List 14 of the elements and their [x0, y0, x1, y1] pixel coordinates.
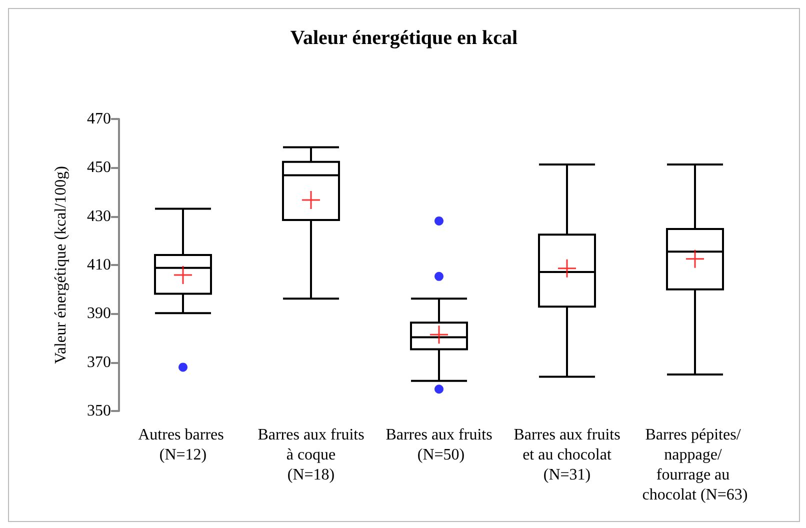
- y-tick-label: 350: [87, 402, 111, 420]
- y-tick-label: 470: [87, 110, 111, 128]
- y-tick-label: 370: [87, 354, 111, 371]
- y-tick-label: 390: [87, 305, 111, 322]
- y-axis-title: Valeur énergétique (kcal/100g): [52, 166, 70, 364]
- y-tick-label: 410: [87, 256, 111, 274]
- x-tick-label: Barres pépites/ nappage/ fourrage au chocolat (N=63): [642, 426, 748, 504]
- chart-title: Valeur énergétique en kcal: [290, 27, 518, 49]
- y-tick-label: 430: [87, 208, 111, 225]
- x-tick-label: Barres aux fruits et au chocolat (N=31): [514, 426, 620, 484]
- x-tick-label: Barres aux fruits (N=50): [386, 426, 492, 464]
- x-tick-label: Barres aux fruits à coque (N=18): [258, 426, 364, 484]
- x-tick-label: Autres barres (N=12): [138, 426, 228, 464]
- y-tick-label: 450: [87, 159, 111, 176]
